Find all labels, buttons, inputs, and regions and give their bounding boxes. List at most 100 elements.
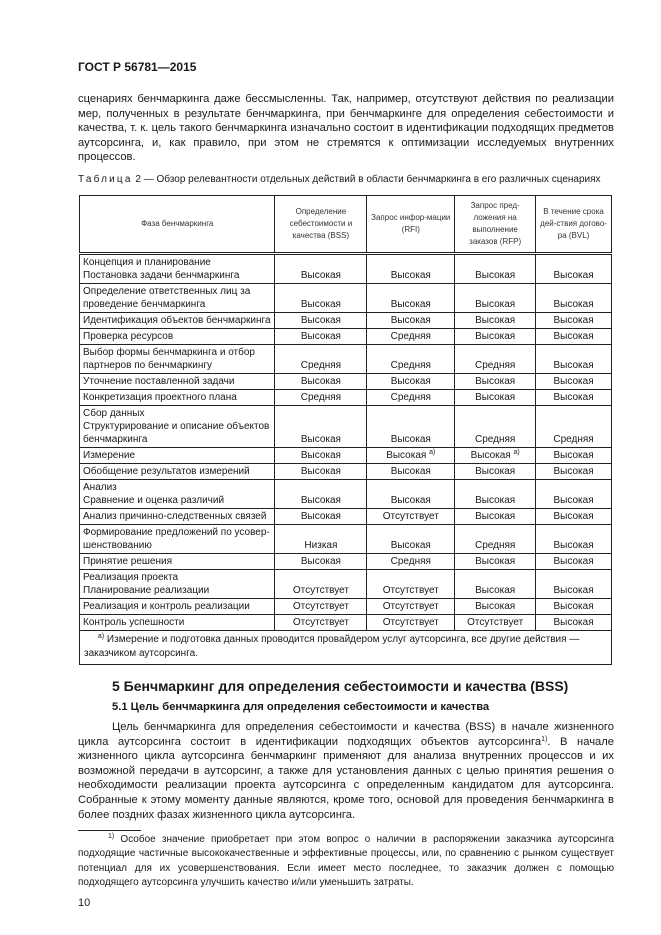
page-footnote: 1) Особое значение приобретает при этом … — [78, 833, 614, 890]
table-caption-text: 2 — Обзор релевантности отдельных действ… — [132, 173, 601, 185]
value-text: Высокая — [390, 539, 431, 551]
value-text: Средняя — [390, 359, 431, 371]
value-cell: Средняя — [366, 343, 456, 374]
value-text: Высокая — [300, 330, 341, 342]
value-text: Средняя — [390, 391, 431, 403]
value-text: Средняя — [390, 555, 431, 567]
value-text: Низкая — [304, 539, 338, 551]
footnote-mark: а) — [97, 632, 105, 640]
value-text: Отсутствует — [382, 510, 439, 522]
table-row: Реализация и контроль реализации Отсутств… — [78, 597, 612, 615]
value-text: Отсутствует — [467, 616, 524, 628]
value-cell: Отсутствует — [366, 568, 456, 599]
value-cell: Высокая — [535, 613, 612, 631]
value-text: Отсутствует — [292, 616, 349, 628]
table-row: Измерение Высокая Высокая а) Высокая а) Высо… — [78, 446, 612, 464]
value-cell: Высокая — [535, 327, 612, 345]
value-cell: Средняя — [366, 327, 456, 345]
value-text: Отсутствует — [382, 584, 439, 596]
value-cell: Отсутствует — [366, 507, 456, 525]
value-cell: Высокая — [454, 507, 537, 525]
value-text: Высокая — [300, 269, 341, 281]
footnote-text: Особое значение приобретает при этом воп… — [78, 834, 614, 888]
phase-cell: Обобщение результатов измерений — [78, 462, 276, 480]
value-text: Высокая — [300, 449, 341, 461]
column-header: Запрос инфор-мации (RFI) — [366, 194, 456, 255]
value-cell: Высокая — [454, 372, 537, 390]
value-text: Отсутствует — [292, 584, 349, 596]
table-footnote-row: а) Измерение и подготовка данных проводи… — [79, 629, 612, 665]
table-header-row: Фаза бенчмаркинга Определение себестоимос… — [78, 194, 612, 255]
value-cell: Высокая — [366, 372, 456, 390]
value-text: Высокая — [475, 510, 516, 522]
value-text: Высокая — [390, 298, 431, 310]
table-row: Проверка ресурсов Высокая Средняя Высокая Вы… — [78, 327, 612, 345]
table-row: Уточнение поставленной задачи Высокая Высо… — [78, 372, 612, 390]
value-cell: Высокая — [274, 327, 368, 345]
value-cell: Высокая — [454, 388, 537, 406]
value-cell: Высокая а) — [454, 446, 537, 464]
value-cell: Высокая — [535, 568, 612, 599]
phase-cell: Формирование предложений по усовер-шенст… — [78, 523, 276, 554]
table-caption-label: Таблица — [78, 173, 133, 185]
value-cell: Отсутствует — [454, 613, 537, 631]
value-text: Средняя — [475, 539, 516, 551]
value-text: Средняя — [553, 433, 594, 445]
value-text: Высокая — [553, 465, 594, 477]
table-row: Формирование предложений по усовер-шенст… — [78, 523, 612, 554]
page-content: ГОСТ Р 56781—2015 сценариях бенчмаркинга… — [78, 60, 614, 910]
phase-cell: Анализ причинно-следственных связей — [78, 507, 276, 525]
value-text: Высокая — [300, 465, 341, 477]
value-text: Высокая — [390, 433, 431, 445]
value-cell: Высокая — [274, 507, 368, 525]
column-header: Фаза бенчмаркинга — [78, 194, 276, 255]
value-text: Высокая — [553, 391, 594, 403]
value-cell: Высокая — [535, 597, 612, 615]
value-cell: Высокая — [454, 327, 537, 345]
value-cell: Высокая — [366, 282, 456, 313]
value-cell: Отсутствует — [366, 597, 456, 615]
value-cell: Высокая — [274, 478, 368, 509]
value-cell: Высокая — [535, 282, 612, 313]
phase-cell: Контроль успешности — [78, 613, 276, 631]
value-text: Высокая — [475, 600, 516, 612]
table-row: Анализ Сравнение и оценка различий Высока… — [78, 478, 612, 509]
value-text: Высокая — [553, 298, 594, 310]
value-cell: Высокая — [366, 478, 456, 509]
value-text: Высокая — [300, 494, 341, 506]
value-text: Высокая — [553, 314, 594, 326]
value-cell: Высокая — [274, 446, 368, 464]
table-caption: Таблица 2 — Обзор релевантности отдельны… — [78, 173, 614, 186]
value-text: Высокая — [553, 330, 594, 342]
value-text: Высокая — [300, 298, 341, 310]
value-cell: Средняя — [366, 552, 456, 570]
phase-cell: Выбор формы бенчмаркинга и отбор партнер… — [78, 343, 276, 374]
phase-cell: Реализация и контроль реализации — [78, 597, 276, 615]
document-header: ГОСТ Р 56781—2015 — [78, 60, 197, 74]
section-paragraph: Цель бенчмаркинга для определения себест… — [78, 720, 614, 822]
value-cell: Средняя — [454, 404, 537, 448]
value-cell: Высокая — [535, 343, 612, 374]
value-cell: Высокая — [366, 404, 456, 448]
phase-cell: Концепция и планирование Постановка зада… — [78, 252, 276, 284]
value-text: Высокая — [475, 494, 516, 506]
table-row: Контроль успешности Отсутствует Отсутствуе… — [78, 613, 612, 631]
value-cell: Высокая — [274, 404, 368, 448]
column-header: Запрос пред-ложения на выполнение заказо… — [454, 194, 537, 255]
table-row: Конкретизация проектного плана Средняя Сре… — [78, 388, 612, 406]
value-text: Высокая — [475, 375, 516, 387]
value-cell: Высокая — [274, 252, 368, 284]
value-cell: Высокая — [535, 478, 612, 509]
value-cell: Высокая — [535, 388, 612, 406]
value-cell: Высокая — [366, 311, 456, 329]
table-row: Концепция и планирование Постановка зада… — [78, 252, 612, 284]
value-text: Средняя — [390, 330, 431, 342]
value-text: Средняя — [300, 391, 342, 403]
note-mark: а) — [429, 448, 436, 456]
value-text: Высокая — [553, 539, 594, 551]
phase-cell: Уточнение поставленной задачи — [78, 372, 276, 390]
value-cell: Высокая — [535, 311, 612, 329]
table-row: Анализ причинно-следственных связей Высок… — [78, 507, 612, 525]
value-cell: Высокая — [535, 552, 612, 570]
phase-cell: Реализация проекта Планирование реализац… — [78, 568, 276, 599]
